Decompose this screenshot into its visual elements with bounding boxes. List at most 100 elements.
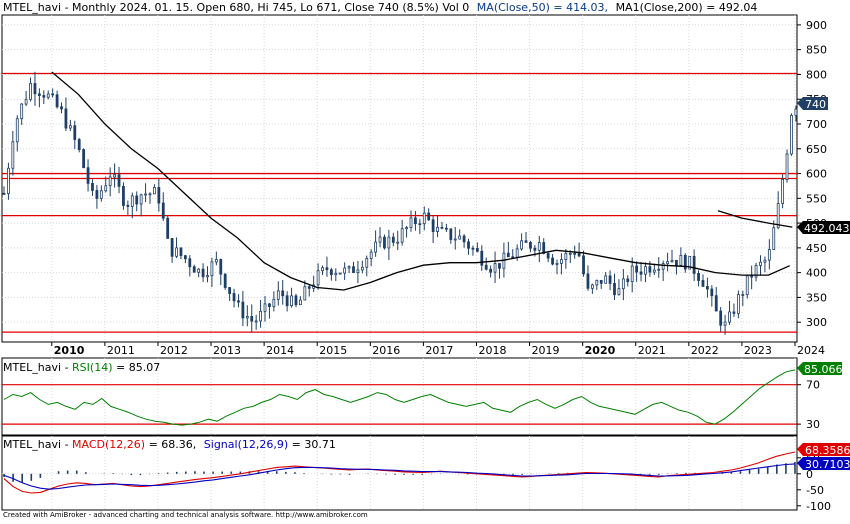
candle-body (790, 115, 793, 155)
candle-body (316, 270, 320, 286)
candle-body (728, 311, 731, 323)
candle-body (153, 187, 156, 195)
candle-body (179, 247, 183, 257)
candle-body (675, 259, 678, 266)
candle-body (489, 268, 493, 273)
candle-body (568, 252, 572, 255)
y-tick-label: 30 (806, 418, 820, 431)
candle-body (772, 227, 776, 250)
candle-body (130, 195, 134, 207)
candle-body (86, 167, 90, 184)
candle-body (329, 269, 333, 276)
y-tick-label: -100 (806, 500, 831, 513)
candle-body (732, 311, 736, 314)
x-tick-label: 2014 (266, 344, 294, 357)
candle-body (529, 242, 532, 249)
candle-body (462, 235, 466, 243)
candle-body (254, 320, 258, 323)
footer-credit: Created with AmiBroker - advanced charti… (3, 511, 368, 519)
candle-body (68, 125, 72, 129)
candle-body (475, 248, 479, 252)
candle-body (736, 294, 740, 314)
y-tick-label: 300 (806, 316, 827, 329)
candle-body (431, 219, 435, 232)
y-tick-label: 800 (806, 68, 827, 81)
candle-body (590, 284, 594, 289)
candle-body (369, 251, 373, 259)
y-tick-label: 0 (806, 468, 813, 481)
price-header: MTEL_havi - Monthly 2024. 01. 15. Open 6… (3, 1, 757, 14)
candle-body (29, 83, 32, 100)
candle-body (763, 259, 767, 263)
candle-body (20, 103, 24, 120)
candle-body (334, 272, 338, 276)
candle-body (281, 290, 285, 297)
candle-body (515, 248, 519, 258)
candle-body (33, 83, 37, 95)
candle-body (122, 185, 125, 206)
candle-body (648, 266, 652, 273)
candle-body (223, 273, 227, 288)
candle-body (533, 247, 537, 251)
candle-body (661, 263, 665, 270)
candle-body (42, 95, 46, 98)
candle-body (197, 268, 201, 273)
ma-value-text: 492.043 (804, 222, 850, 235)
ma-value-label: 492.043 (797, 221, 850, 235)
candle-body (214, 259, 218, 263)
x-tick-label: 2015 (319, 344, 347, 357)
candle-body (467, 241, 470, 249)
candle-body (37, 93, 41, 96)
candle-body (781, 179, 785, 204)
candle-body (409, 217, 413, 229)
candle-body (303, 286, 307, 301)
price-horizontal-levels (2, 72, 797, 333)
candle-body (338, 272, 342, 275)
candle-body (555, 263, 559, 265)
candle-body (325, 267, 329, 271)
y-tick-label: 850 (806, 44, 827, 57)
candle-body (51, 93, 55, 96)
candle-body (546, 253, 550, 259)
x-tick-label: 2010 (54, 344, 85, 357)
macd-header-value: = 68.36, (149, 438, 197, 451)
candle-body (46, 93, 50, 98)
candle-body (206, 275, 209, 278)
candle-body (285, 295, 289, 307)
candle-body (537, 242, 541, 251)
candle-body (219, 259, 223, 275)
candle-body (785, 153, 789, 180)
rsi-header-prefix: MTEL_havi - (3, 361, 72, 374)
candle-body (613, 283, 616, 296)
x-tick-label: 2013 (213, 344, 241, 357)
y-tick-label: 550 (806, 192, 827, 205)
x-tick-label: 2011 (107, 344, 135, 357)
candle-body (458, 235, 462, 240)
candle-body (604, 275, 608, 284)
macd-header: MTEL_havi - MACD(12,26) = 68.36, Signal(… (3, 438, 336, 451)
rsi-value-label: 85.066 (797, 362, 843, 376)
candle-body (161, 202, 165, 219)
candle-body (64, 108, 68, 129)
candle-body (719, 310, 723, 326)
x-tick-label: 2020 (585, 344, 616, 357)
rsi-pane: 70 30 85.066 MTEL_havi - RSI(14) = 85.07 (1, 357, 843, 436)
candle-body (692, 256, 696, 274)
signal-header-label: Signal(12,26,9) (204, 438, 288, 451)
signal-line (3, 463, 796, 490)
candle-body (427, 212, 431, 221)
candle-body (263, 303, 267, 312)
rsi-grid (51, 358, 796, 435)
candle-body (586, 273, 590, 289)
candle-body (701, 280, 705, 287)
candle-body (639, 271, 643, 275)
candle-body (444, 227, 448, 230)
candle-body (347, 266, 351, 269)
candle-body (276, 290, 280, 300)
candle-body (250, 316, 254, 322)
candle-body (608, 275, 612, 284)
x-tick-label: 2016 (372, 344, 400, 357)
x-tick-label: 2021 (638, 344, 666, 357)
candle-body (210, 261, 214, 276)
